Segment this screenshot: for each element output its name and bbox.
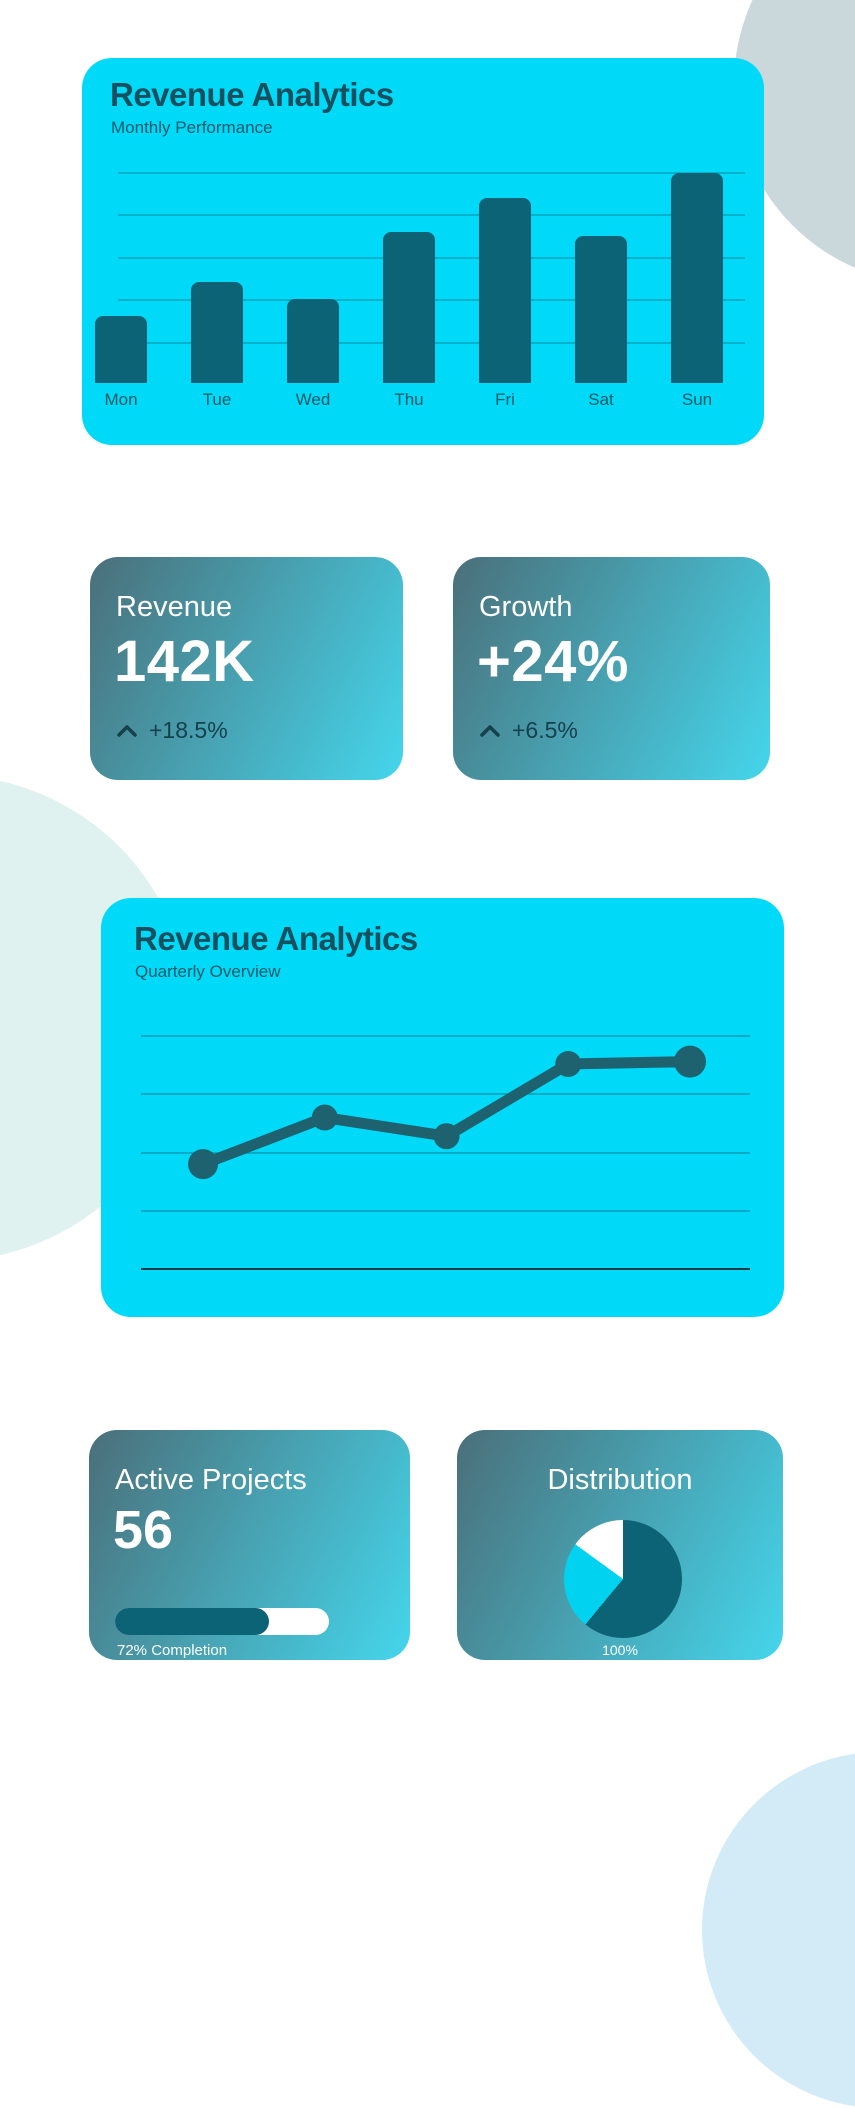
gridline xyxy=(118,172,745,174)
bar-card-title: Revenue Analytics xyxy=(110,76,394,113)
distribution-total: 100% xyxy=(602,1642,638,1658)
revenue-analytics-line-card: Revenue Analytics Quarterly Overview xyxy=(101,898,784,1317)
growth-stat-card: Growth +24% +6.5% xyxy=(453,557,770,780)
distribution-card: Distribution 100% xyxy=(457,1430,783,1660)
decorative-circle-bottom-right xyxy=(702,1752,855,2108)
bar-axis-label: Wed xyxy=(295,390,331,409)
bar-axis-label: Fri xyxy=(495,390,515,409)
bar-fri xyxy=(479,198,531,383)
projects-value: 56 xyxy=(113,1500,174,1560)
gridline xyxy=(118,214,745,216)
bar-chart-labels: Mon Tue Wed Thu Fri Sat Sun xyxy=(95,390,723,410)
bar-axis-label: Mon xyxy=(104,390,138,409)
bar-axis-label: Sat xyxy=(588,390,614,409)
bar-axis-label: Tue xyxy=(202,390,232,409)
distribution-pie-chart xyxy=(564,1520,682,1638)
line-card-subtitle: Quarterly Overview xyxy=(135,962,281,981)
revenue-analytics-bar-card: Revenue Analytics Monthly Performance Mo… xyxy=(82,58,764,445)
bar-axis-label: Thu xyxy=(394,390,424,409)
growth-value: +24% xyxy=(477,629,629,694)
growth-delta: +6.5% xyxy=(512,717,578,743)
active-projects-card: Active Projects 56 72% Completion xyxy=(89,1430,410,1660)
revenue-stat-card: Revenue 142K +18.5% xyxy=(90,557,403,780)
bar-axis-label: Sun xyxy=(681,390,713,409)
bar-mon xyxy=(95,316,147,383)
line-card-title: Revenue Analytics xyxy=(134,920,418,957)
bar-wed xyxy=(287,299,339,383)
revenue-delta: +18.5% xyxy=(149,717,228,743)
growth-delta-row: +6.5% xyxy=(480,717,578,744)
bar-card-subtitle: Monthly Performance xyxy=(111,118,273,137)
bar-sat xyxy=(575,236,627,383)
completion-progress-bar xyxy=(115,1608,329,1635)
chevron-up-icon xyxy=(480,725,500,737)
completion-progress-fill xyxy=(115,1608,270,1635)
bar-sun xyxy=(671,173,723,383)
projects-label: Active Projects xyxy=(115,1464,307,1496)
line-chart xyxy=(141,1035,750,1270)
completion-text: 72% Completion xyxy=(117,1642,228,1659)
bar-chart-bars xyxy=(95,160,723,383)
revenue-delta-row: +18.5% xyxy=(117,717,228,744)
bar-tue xyxy=(191,282,243,383)
growth-label: Growth xyxy=(479,591,573,623)
revenue-value: 142K xyxy=(114,629,255,694)
bar-thu xyxy=(383,232,435,383)
revenue-label: Revenue xyxy=(116,591,233,623)
distribution-label: Distribution xyxy=(547,1464,693,1496)
chevron-up-icon xyxy=(117,725,137,737)
